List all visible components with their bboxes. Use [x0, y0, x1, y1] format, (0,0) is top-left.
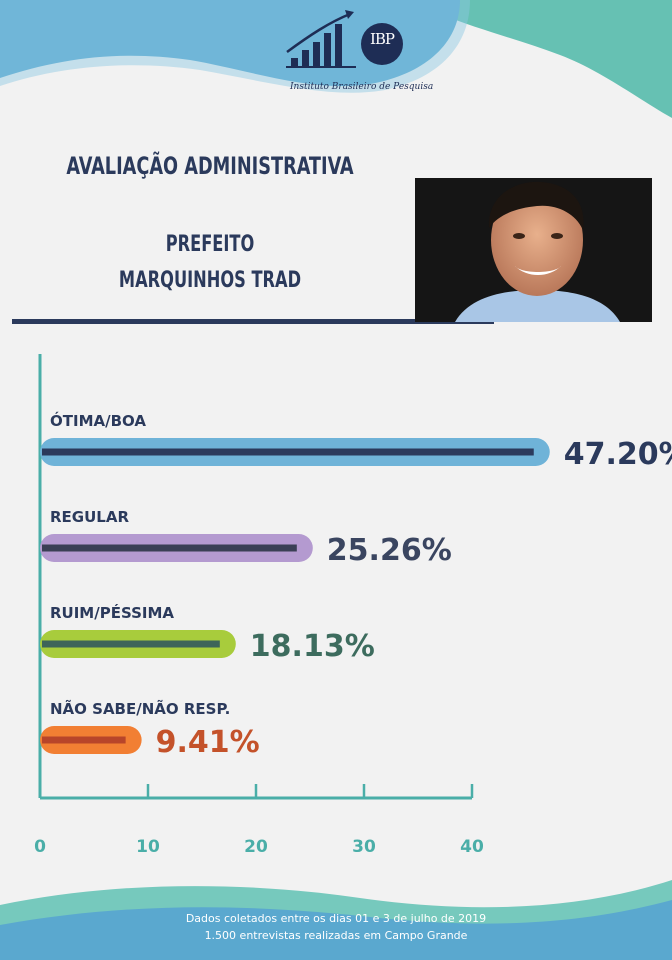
bar-inner: [42, 736, 126, 744]
value-label: 25.26%: [327, 533, 452, 568]
bar-inner: [42, 544, 297, 552]
footer-sample-info: 1.500 entrevistas realizadas em Campo Gr…: [204, 929, 468, 942]
subject-name: MARQUINHOS TRAD: [118, 268, 302, 293]
bar-inner: [42, 448, 534, 456]
top-wave-blue: [0, 0, 460, 87]
x-tick-label-40: 40: [460, 837, 484, 857]
logo-institute-name: Instituto Brasileiro de Pesquisa: [290, 82, 434, 92]
footer-data-period: Dados coletados entre os dias 01 e 3 de …: [185, 912, 487, 925]
top-wave-teal: [420, 0, 672, 118]
value-label: 9.41%: [156, 725, 260, 760]
value-label: 18.13%: [250, 629, 375, 664]
logo-circle-icon: [361, 23, 403, 65]
x-tick-label-0: 0: [34, 837, 46, 857]
top-wave-blue-light: [0, 0, 470, 93]
logo-abbreviation: IBP: [369, 30, 395, 48]
bottom-wave-blue: [0, 900, 672, 960]
category-label: ÓTIMA/BOA: [50, 411, 146, 430]
portrait-icon: [415, 178, 652, 322]
x-tick-label-10: 10: [136, 837, 160, 857]
header-divider: [12, 319, 494, 324]
category-label: REGULAR: [50, 508, 129, 526]
value-label: 47.20%: [564, 437, 672, 472]
subject-role: PREFEITO: [165, 232, 255, 257]
category-label: NÃO SABE/NÃO RESP.: [50, 699, 230, 718]
category-label: RUIM/PÉSSIMA: [50, 603, 174, 622]
evaluation-bar-chart: 0 10 20 30 40 ÓTIMA/BOA 47.20% REGULAR 25.26% RUI…: [34, 354, 672, 857]
mayor-photo: [415, 178, 652, 322]
x-tick-label-30: 30: [352, 837, 376, 857]
x-tick-label-20: 20: [244, 837, 268, 857]
bar-inner: [42, 640, 220, 648]
logo-bars-icon: [286, 10, 356, 68]
page-title: AVALIAÇÃO ADMINISTRATIVA: [66, 152, 354, 180]
